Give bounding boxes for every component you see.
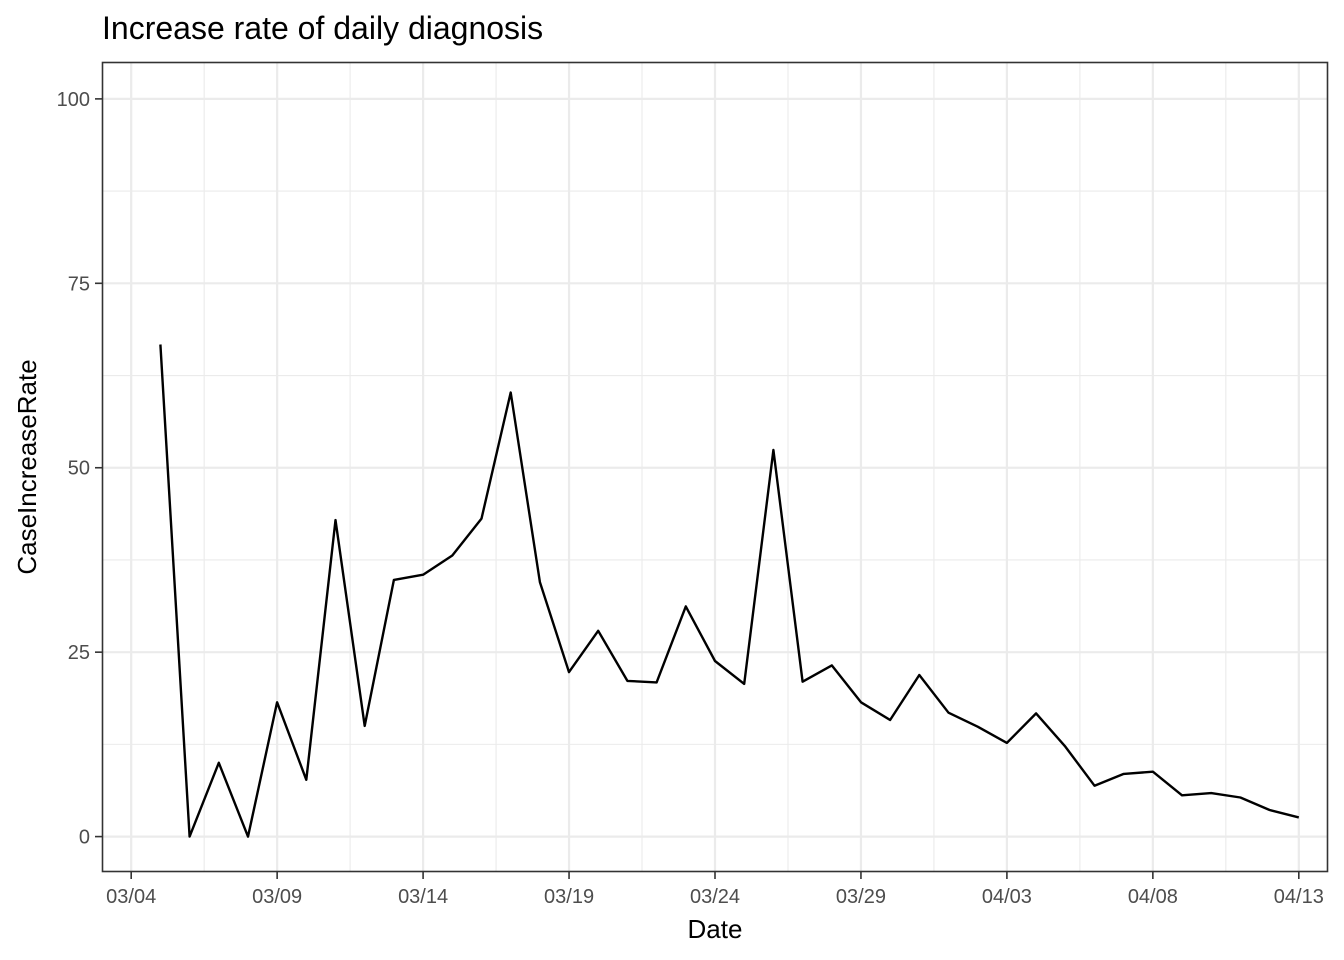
grid [102, 62, 1328, 872]
series-line [159, 344, 1300, 838]
x-axis-label: Date [688, 914, 743, 944]
y-tick-label: 0 [79, 827, 90, 849]
x-axis: 03/04 03/09 03/14 03/19 03/24 03/29 04/03 04/08… [106, 872, 1324, 908]
y-tick-label: 25 [68, 642, 90, 664]
x-tick-label: 03/04 [106, 886, 156, 908]
series-layer [159, 344, 1300, 838]
plot-panel-border [101, 61, 1329, 873]
y-tick-label: 75 [68, 273, 90, 295]
y-tick-label: 50 [68, 458, 90, 480]
x-tick-label: 04/08 [1128, 886, 1178, 908]
x-tick-label: 03/19 [544, 886, 594, 908]
x-tick-label: 04/03 [982, 886, 1032, 908]
chart-title: Increase rate of daily diagnosis [102, 10, 543, 46]
x-tick-label: 03/29 [836, 886, 886, 908]
x-tick-label: 03/24 [690, 886, 740, 908]
y-axis: 0 25 50 75 100 [57, 89, 102, 849]
y-axis-label: CaseIncreaseRate [12, 359, 42, 574]
x-tick-label: 04/13 [1274, 886, 1324, 908]
y-tick-label: 100 [57, 89, 90, 111]
x-tick-label: 03/14 [398, 886, 448, 908]
x-tick-label: 03/09 [252, 886, 302, 908]
